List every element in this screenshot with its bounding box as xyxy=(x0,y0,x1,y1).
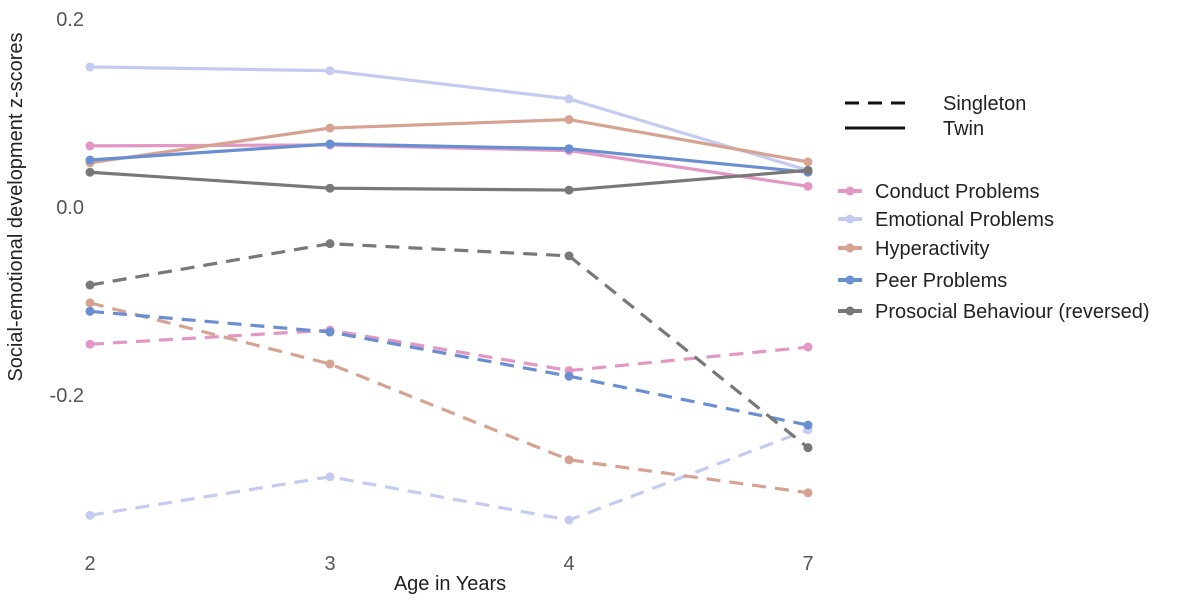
data-point xyxy=(325,66,335,76)
data-point xyxy=(85,141,95,151)
data-point xyxy=(85,62,95,72)
legend-color-point xyxy=(845,214,855,224)
data-point xyxy=(564,251,574,261)
series-line-twin xyxy=(89,117,809,165)
x-tick-label: 7 xyxy=(802,553,813,575)
x-axis-label: Age in Years xyxy=(394,573,506,595)
data-point xyxy=(325,139,335,149)
legend-linetype-label: Twin xyxy=(943,118,984,140)
data-point xyxy=(325,123,335,133)
data-point xyxy=(85,167,95,177)
series-line-twin xyxy=(89,142,809,174)
data-point xyxy=(85,510,95,520)
series-line-singleton xyxy=(89,428,809,522)
data-point xyxy=(85,155,95,165)
y-tick-label: -0.2 xyxy=(50,385,84,407)
legend-color-point xyxy=(845,306,855,316)
legend-series-label: Prosocial Behaviour (reversed) xyxy=(875,301,1150,323)
data-point xyxy=(803,420,813,430)
x-tick-label: 2 xyxy=(84,553,95,575)
series-line-singleton xyxy=(89,309,809,427)
series-line-singleton xyxy=(89,301,809,495)
data-point xyxy=(564,371,574,381)
legend-series-label: Conduct Problems xyxy=(875,181,1040,203)
data-point xyxy=(325,239,335,249)
x-tick-label: 3 xyxy=(324,553,335,575)
data-point xyxy=(85,339,95,349)
data-point xyxy=(803,443,813,453)
data-point xyxy=(325,183,335,193)
y-tick-label: 0.2 xyxy=(56,9,84,31)
data-point xyxy=(85,280,95,290)
data-point xyxy=(803,488,813,498)
x-tick-label: 4 xyxy=(563,553,574,575)
series-line-twin xyxy=(89,168,809,192)
data-point xyxy=(803,181,813,191)
series-line-singleton xyxy=(89,328,809,373)
data-point xyxy=(803,165,813,175)
data-point xyxy=(564,94,574,104)
data-point xyxy=(325,359,335,369)
y-tick-label: 0.0 xyxy=(56,197,84,219)
data-point xyxy=(564,515,574,525)
data-point xyxy=(564,455,574,465)
data-point xyxy=(564,115,574,125)
series-line-twin xyxy=(89,65,809,172)
data-point xyxy=(325,472,335,482)
data-point xyxy=(325,327,335,337)
legend-series-label: Hyperactivity xyxy=(875,238,989,260)
legend-color-point xyxy=(845,243,855,253)
data-point xyxy=(564,185,574,195)
y-axis-label: Social-emotional development z-scores xyxy=(5,32,27,381)
data-point xyxy=(803,157,813,167)
legend-series-label: Emotional Problems xyxy=(875,209,1054,231)
legend-series-label: Peer Problems xyxy=(875,270,1007,292)
data-point xyxy=(564,144,574,154)
series-line-singleton xyxy=(89,242,810,449)
data-point xyxy=(803,342,813,352)
legend-color-point xyxy=(845,275,855,285)
data-point xyxy=(85,298,95,308)
legend-color-point xyxy=(845,186,855,196)
legend-linetype-label: Singleton xyxy=(943,93,1026,115)
data-point xyxy=(85,306,95,316)
